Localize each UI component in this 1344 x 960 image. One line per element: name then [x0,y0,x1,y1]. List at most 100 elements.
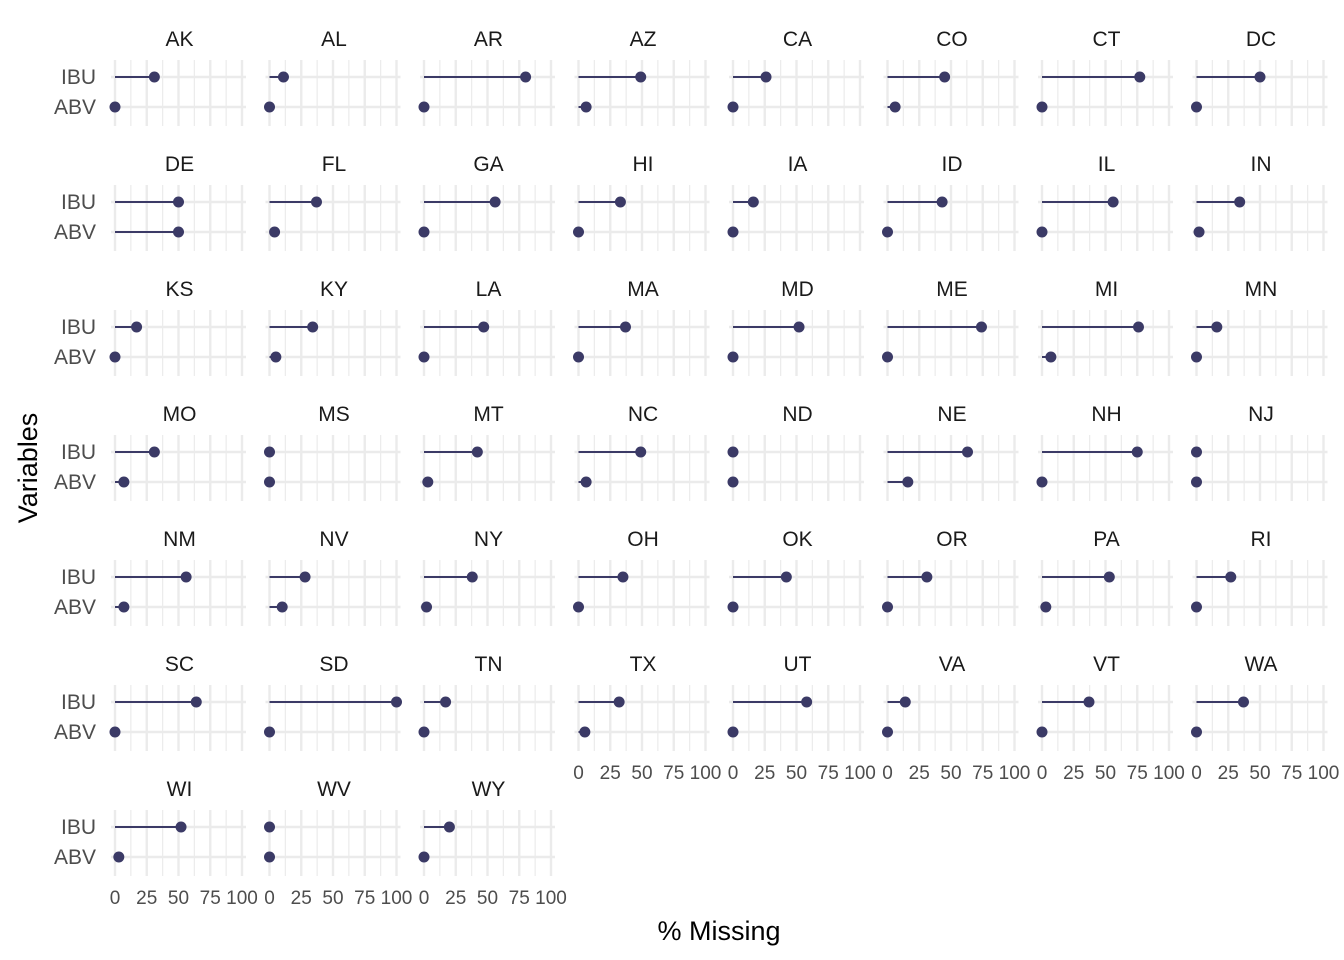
facet-panel-ar: AR [418,28,555,126]
x-tick-label: 100 [535,888,567,909]
lollipop-point [1191,446,1202,458]
lollipop-point [299,571,311,583]
lollipop-point [617,571,629,583]
facet-panel-in: IN [1192,153,1328,251]
x-tick-label: 75 [972,763,993,784]
facet-panel-nd: ND [727,403,864,501]
facet-panel-sd: SD [264,653,402,751]
lollipop-point [619,321,631,333]
lollipop-point [727,601,739,613]
facet-strip-label: FL [322,153,347,176]
lollipop-point [264,821,275,833]
lollipop-point [614,196,626,208]
lollipop-point [1254,71,1266,83]
lollipop-point [1133,321,1145,333]
y-tick-label-ibu: IBU [61,566,96,589]
lollipop-point [962,446,974,458]
lollipop-point [310,196,322,208]
facet-strip-label: GA [473,153,503,176]
lollipop-point [109,726,121,738]
x-tick-label: 100 [1153,763,1185,784]
lollipop-point [520,71,532,83]
lollipop-point [269,226,281,238]
facet-strip-label: CA [783,28,812,51]
lollipop-point [1036,476,1048,488]
facet-strip-label: AL [321,28,347,51]
facet-strip-label: NC [628,403,658,426]
lollipop-point [1191,351,1202,363]
lollipop-point [443,821,455,833]
facet-panel-ny: NY [420,528,555,626]
facet-strip-label: MT [473,403,503,426]
facet-strip-label: SD [319,653,348,676]
facet-panel-nh: NH [1036,403,1173,501]
facet-strip-label: MD [781,278,814,301]
x-tick-label: 25 [909,763,930,784]
x-tick-label: 75 [200,888,221,909]
facet-strip-label: PA [1093,528,1119,551]
x-tick-label: 25 [136,888,157,909]
facet-panel-mn: MN [1191,278,1328,376]
lollipop-point [440,696,452,708]
x-tick-label: 0 [110,888,121,909]
x-tick-label: 0 [1191,763,1202,784]
facet-strip-label: WA [1244,653,1277,676]
facet-strip-label: MN [1245,278,1278,301]
lollipop-point [1211,321,1223,333]
lollipop-point [264,851,275,863]
facet-panel-ne: NE [883,403,1019,501]
facet-panel-il: IL [1036,153,1173,251]
facet-panel-nm: NM IBU ABV [54,528,246,626]
facet-strip-label: WV [317,778,351,801]
x-tick-label: 75 [1281,763,1302,784]
facet-strip-label: ND [782,403,812,426]
facet-panel-oh: OH [573,528,710,626]
facet-strip-label: AZ [630,28,657,51]
lollipop-point [418,351,430,363]
x-tick-label: 100 [1308,763,1340,784]
lollipop-point [1191,601,1202,613]
lollipop-point [1191,726,1202,738]
y-tick-label-abv: ABV [54,471,96,494]
y-tick-label-abv: ABV [54,96,96,119]
x-tick-label: 0 [264,888,275,909]
lollipop-point [573,601,584,613]
lollipop-point [276,601,288,613]
facet-panel-me: ME [882,278,1019,376]
facet-panel-la: LA [418,278,555,376]
x-tick-label: 25 [1063,763,1084,784]
x-tick-label: 50 [1095,763,1116,784]
lollipop-point [613,696,625,708]
lollipop-point [471,446,483,458]
facet-strip-label: VT [1093,653,1120,676]
lollipop-point [418,726,430,738]
facet-panel-tn: TN [418,653,555,751]
facet-strip-label: IN [1251,153,1272,176]
facet-strip-label: MA [627,278,659,301]
facet-panel-ma: MA [573,278,710,376]
facet-strip-label: NY [474,528,503,551]
y-tick-label-ibu: IBU [61,316,96,339]
facet-panel-ky: KY [265,278,401,376]
lollipop-point [882,726,893,738]
x-tick-label: 50 [322,888,343,909]
lollipop-point [307,321,319,333]
y-tick-label-abv: ABV [54,221,96,244]
y-tick-label-abv: ABV [54,721,96,744]
facet-strip-label: MS [318,403,350,426]
facet-panel-tx: TX 0 25 50 75 100 [573,653,721,784]
lollipop-point [939,71,951,83]
lollipop-point [418,851,430,863]
lollipop-point [148,446,160,458]
lollipop-point [1083,696,1095,708]
lollipop-point [882,601,893,613]
lollipop-point [1225,571,1237,583]
facet-panel-wv: WV 0 25 50 75 100 [264,778,412,909]
facet-strip-label: ID [942,153,963,176]
lollipop-point [131,321,143,333]
lollipop-point [727,226,739,238]
x-tick-label: 0 [882,763,893,784]
facet-strip-label: AR [474,28,503,51]
lollipop-point [975,321,987,333]
lollipop-point [118,476,130,488]
